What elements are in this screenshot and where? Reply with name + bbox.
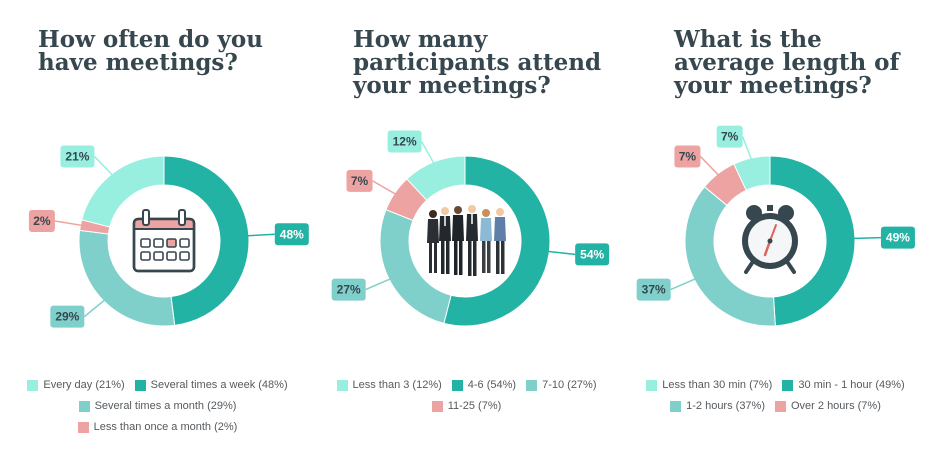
data-label-box — [636, 278, 671, 301]
legend-label: Every day (21%) — [43, 379, 125, 391]
chart-panel-meeting-frequency: How often do you have meetings? 21% 48% 29… — [0, 0, 309, 459]
chart-title: How many participants attend your meetin… — [353, 26, 602, 99]
chart-legend: Less than 30 min (7%) 30 min - 1 hour (49… — [628, 379, 923, 412]
legend-item-30-min-1-hour: 30 min - 1 hour (49%) — [782, 379, 905, 391]
donut-slice-less-than-once-a-month — [79, 219, 111, 235]
donut-slice-30-min-1-hour — [769, 155, 856, 327]
callout-line — [244, 233, 275, 237]
data-label-box — [50, 305, 85, 328]
callout-line — [420, 141, 436, 167]
legend-label: 11-25 (7%) — [447, 400, 502, 412]
legend-label: Less than 30 min (7%) — [662, 379, 773, 391]
chart-legend: Every day (21%) Several times a week (48%… — [10, 379, 305, 433]
data-label: 21% — [65, 149, 89, 163]
legend-item-over-2-hours: Over 2 hours (7%) — [775, 400, 881, 412]
callout-line — [545, 250, 576, 256]
donut-slice-1-2-hours — [684, 186, 776, 327]
data-label-box — [28, 209, 55, 232]
legend-item-several-times-a-month: Several times a month (29%) — [78, 400, 237, 412]
legend-swatch — [336, 379, 348, 391]
legend-swatch — [431, 400, 443, 412]
legend-swatch — [451, 379, 463, 391]
data-label: 7% — [351, 174, 369, 188]
donut-slice-over-2-hours — [703, 163, 747, 207]
legend-label: Over 2 hours (7%) — [791, 400, 881, 412]
alarm-clock-icon — [742, 205, 798, 274]
donut-chart-meeting-length: 7% 49% 37% 7% — [636, 125, 915, 327]
data-label: 7% — [721, 130, 739, 144]
chart-panel-meeting-length: What is the average length of your meeti… — [618, 0, 927, 459]
business-people-icon — [427, 205, 506, 276]
callout-line — [83, 297, 108, 318]
legend-item-several-times-a-week: Several times a week (48%) — [134, 379, 288, 391]
data-label: 12% — [393, 135, 417, 149]
data-label: 54% — [580, 247, 604, 261]
legend-label: 30 min - 1 hour (49%) — [798, 379, 905, 391]
legend-swatch — [77, 421, 89, 433]
data-label-box — [331, 278, 366, 301]
callout-line — [850, 236, 881, 240]
data-label-box — [346, 169, 373, 192]
callout-line — [670, 277, 699, 291]
callout-line — [54, 220, 85, 227]
callout-line — [93, 155, 115, 178]
donut-chart-meeting-frequency: 21% 48% 29% 2% — [28, 145, 309, 328]
legend-label: Several times a month (29%) — [94, 400, 237, 412]
data-label: 2% — [33, 214, 51, 228]
legend-swatch — [78, 400, 90, 412]
callout-line — [372, 180, 399, 197]
donut-slice-several-times-a-week — [163, 155, 250, 326]
legend-item-less-than-30-min: Less than 30 min (7%) — [646, 379, 772, 391]
data-label-box — [716, 125, 743, 148]
chart-panel-participants: How many participants attend your meetin… — [309, 0, 618, 459]
chart-legend: Less than 3 (12%) 4-6 (54%) 7-10 (27%) 11-2… — [319, 379, 614, 412]
legend-item-less-than-once-a-month: Less than once a month (2%) — [77, 421, 238, 433]
data-label: 49% — [886, 231, 910, 245]
callout-line — [365, 277, 394, 291]
legend-swatch — [670, 400, 682, 412]
legend-item-every-day: Every day (21%) — [27, 379, 125, 391]
data-label: 27% — [337, 283, 361, 297]
data-label-box — [674, 145, 701, 168]
data-label-box — [575, 243, 610, 266]
legend-label: Less than 3 (12%) — [352, 379, 442, 391]
donut-slice-every-day — [81, 155, 165, 228]
legend-item-1-2-hours: 1-2 hours (37%) — [670, 400, 765, 412]
callout-line — [699, 155, 721, 178]
legend-label: 4-6 (54%) — [467, 379, 517, 391]
donut-slice-11-25 — [385, 178, 428, 222]
legend-swatch — [526, 379, 538, 391]
legend-item-4-6: 4-6 (54%) — [451, 379, 517, 391]
data-label: 7% — [679, 149, 697, 163]
legend-label: Several times a week (48%) — [150, 379, 288, 391]
data-label: 48% — [280, 227, 304, 241]
legend-swatch — [775, 400, 786, 412]
legend-label: 1-2 hours (37%) — [686, 400, 765, 412]
data-label-box — [60, 145, 95, 168]
chart-title: What is the average length of your meeti… — [674, 26, 900, 99]
callout-line — [741, 136, 754, 163]
legend-swatch — [134, 379, 146, 391]
legend-item-11-25: 11-25 (7%) — [431, 400, 502, 412]
legend-swatch — [27, 379, 39, 391]
data-label-box — [274, 223, 309, 246]
legend-label: Less than once a month (2%) — [93, 421, 238, 433]
legend-label: 7-10 (27%) — [542, 379, 597, 391]
legend-item-less-than-3: Less than 3 (12%) — [336, 379, 442, 391]
chart-title: How often do you have meetings? — [38, 26, 263, 76]
calendar-icon — [132, 209, 196, 273]
data-label: 37% — [642, 283, 666, 297]
legend-swatch — [646, 379, 658, 391]
legend-item-7-10: 7-10 (27%) — [526, 379, 597, 391]
donut-chart-participants: 12% 54% 27% 7% — [331, 130, 610, 327]
legend-swatch — [782, 379, 794, 391]
data-label-box — [880, 226, 915, 249]
donut-slice-4-6 — [443, 155, 551, 327]
data-label-box — [387, 130, 422, 153]
data-label: 29% — [55, 310, 79, 324]
